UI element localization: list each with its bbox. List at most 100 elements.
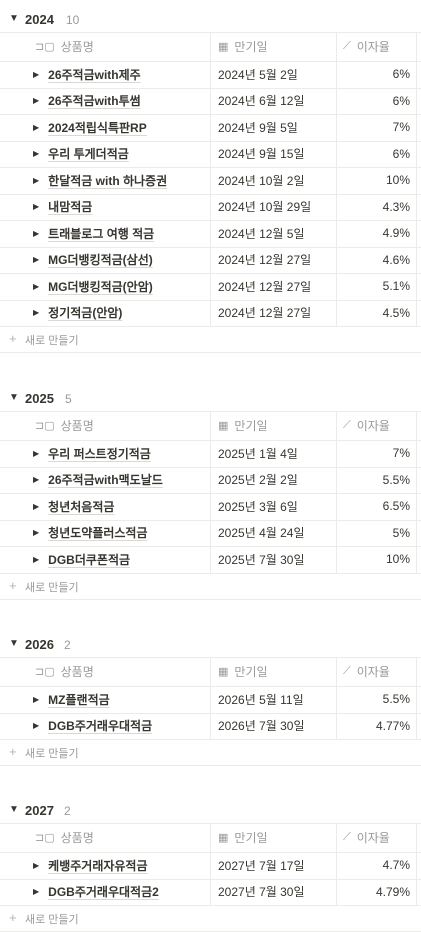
interest-rate-cell[interactable]: 4.77% xyxy=(375,718,410,733)
product-name-cell[interactable]: ▶ MG더뱅킹적금(삼선) xyxy=(33,247,208,273)
product-name[interactable]: 우리 퍼스트정기적금 xyxy=(48,446,151,461)
expand-toggle-icon[interactable]: ▶ xyxy=(33,96,40,105)
product-name-cell[interactable]: ▶ 내맘적금 xyxy=(33,194,208,220)
group-header[interactable]: ▼ 2024 10 xyxy=(0,10,421,32)
collapse-caret-icon[interactable]: ▼ xyxy=(9,392,19,403)
table-row[interactable]: ▶ 내맘적금 2024년 10월 29일 4.3% xyxy=(0,194,421,221)
table-row[interactable]: ▶ 청년처음적금 2025년 3월 6일 6.5% xyxy=(0,493,421,521)
product-name[interactable]: 26주적금with맥도날드 xyxy=(48,473,163,487)
interest-rate-cell[interactable]: 10% xyxy=(385,552,410,566)
new-row-button[interactable]: + 새로 만들기 xyxy=(0,739,421,766)
expand-toggle-icon[interactable]: ▶ xyxy=(33,255,40,264)
maturity-date-cell[interactable]: 2024년 12월 27일 xyxy=(218,279,312,294)
column-header-rate[interactable]: ⟋ 이자율 xyxy=(343,411,390,440)
interest-rate-cell[interactable]: 5% xyxy=(392,525,410,540)
product-name-cell[interactable]: ▶ DGB주거래우대적금 xyxy=(33,713,208,739)
product-name[interactable]: DGB주거래우대적금 xyxy=(48,719,153,733)
interest-rate-cell[interactable]: 4.6% xyxy=(382,252,410,267)
interest-rate-cell[interactable]: 6% xyxy=(392,93,410,108)
product-name-cell[interactable]: ▶ DGB더쿠폰적금 xyxy=(33,546,208,572)
table-row[interactable]: ▶ 26주적금with제주 2024년 5월 2일 6% xyxy=(0,61,421,89)
interest-rate-cell[interactable]: 5.5% xyxy=(382,472,410,487)
maturity-date-cell[interactable]: 2026년 7월 30일 xyxy=(218,719,305,733)
column-header-maturity[interactable]: ▦ 만기일 xyxy=(218,657,268,686)
table-row[interactable]: ▶ 26주적금with투썸 2024년 6월 12일 6% xyxy=(0,88,421,115)
group-header[interactable]: ▼ 2026 2 xyxy=(0,635,421,657)
column-header-name[interactable]: ⊐▢ 상품명 xyxy=(35,657,94,686)
interest-rate-cell[interactable]: 4.3% xyxy=(382,199,410,214)
maturity-date-cell[interactable]: 2025년 4월 24일 xyxy=(218,526,305,540)
table-row[interactable]: ▶ DGB주거래우대적금 2026년 7월 30일 4.77% xyxy=(0,713,421,740)
interest-rate-cell[interactable]: 4.5% xyxy=(382,305,410,320)
expand-toggle-icon[interactable]: ▶ xyxy=(33,554,40,564)
interest-rate-cell[interactable]: 6.5% xyxy=(382,499,410,513)
maturity-date-cell[interactable]: 2024년 10월 2일 xyxy=(218,173,305,188)
product-name[interactable]: 우리 투게더적금 xyxy=(48,147,129,161)
product-name-cell[interactable]: ▶ 케뱅주거래자유적금 xyxy=(33,852,208,878)
interest-rate-cell[interactable]: 5.5% xyxy=(382,692,410,706)
table-row[interactable]: ▶ 정기적금(안암) 2024년 12월 27일 4.5% xyxy=(0,300,421,327)
product-name-cell[interactable]: ▶ MZ플랜적금 xyxy=(33,686,208,712)
column-header-maturity[interactable]: ▦ 만기일 xyxy=(218,411,268,440)
product-name-cell[interactable]: ▶ DGB주거래우대적금2 xyxy=(33,879,208,905)
group-header[interactable]: ▼ 2027 2 xyxy=(0,801,421,823)
product-name-cell[interactable]: ▶ 2024적립식특판RP xyxy=(33,114,208,140)
interest-rate-cell[interactable]: 6% xyxy=(392,67,410,81)
expand-toggle-icon[interactable]: ▶ xyxy=(33,694,40,704)
group-header[interactable]: ▼ 2025 5 xyxy=(0,389,421,411)
product-name-cell[interactable]: ▶ 26주적금with제주 xyxy=(33,61,208,87)
table-row[interactable]: ▶ 우리 투게더적금 2024년 9월 15일 6% xyxy=(0,141,421,168)
product-name[interactable]: MG더뱅킹적금(삼선) xyxy=(48,253,153,267)
expand-toggle-icon[interactable]: ▶ xyxy=(33,448,40,458)
expand-toggle-icon[interactable]: ▶ xyxy=(33,281,40,291)
collapse-caret-icon[interactable]: ▼ xyxy=(9,638,19,649)
maturity-date-cell[interactable]: 2025년 7월 30일 xyxy=(218,552,305,567)
maturity-date-cell[interactable]: 2024년 9월 5일 xyxy=(218,120,298,135)
maturity-date-cell[interactable]: 2025년 3월 6일 xyxy=(218,499,298,514)
product-name[interactable]: 26주적금with투썸 xyxy=(48,94,141,108)
product-name[interactable]: 내맘적금 xyxy=(48,200,93,214)
product-name[interactable]: 26주적금with제주 xyxy=(48,67,141,82)
product-name-cell[interactable]: ▶ 우리 퍼스트정기적금 xyxy=(33,440,208,466)
expand-toggle-icon[interactable]: ▶ xyxy=(33,175,40,185)
product-name[interactable]: 청년도약플러스적금 xyxy=(48,526,148,540)
maturity-date-cell[interactable]: 2026년 5월 11일 xyxy=(218,692,304,707)
column-header-name[interactable]: ⊐▢ 상품명 xyxy=(35,411,94,440)
expand-toggle-icon[interactable]: ▶ xyxy=(33,860,40,870)
product-name[interactable]: 2024적립식특판RP xyxy=(48,120,147,135)
expand-toggle-icon[interactable]: ▶ xyxy=(33,887,40,896)
new-row-button[interactable]: + 새로 만들기 xyxy=(0,326,421,353)
product-name[interactable]: MZ플랜적금 xyxy=(48,692,110,707)
product-name-cell[interactable]: ▶ 정기적금(안암) xyxy=(33,300,208,326)
product-name-cell[interactable]: ▶ MG더뱅킹적금(안암) xyxy=(33,273,208,299)
product-name[interactable]: 한달적금 with 하나증권 xyxy=(48,173,168,188)
maturity-date-cell[interactable]: 2024년 6월 12일 xyxy=(218,94,305,108)
table-row[interactable]: ▶ 2024적립식특판RP 2024년 9월 5일 7% xyxy=(0,114,421,142)
table-row[interactable]: ▶ MG더뱅킹적금(삼선) 2024년 12월 27일 4.6% xyxy=(0,247,421,274)
table-row[interactable]: ▶ DGB더쿠폰적금 2025년 7월 30일 10% xyxy=(0,546,421,574)
column-header-maturity[interactable]: ▦ 만기일 xyxy=(218,823,268,852)
interest-rate-cell[interactable]: 10% xyxy=(385,173,410,187)
maturity-date-cell[interactable]: 2027년 7월 17일 xyxy=(218,858,305,873)
interest-rate-cell[interactable]: 7% xyxy=(392,120,410,134)
maturity-date-cell[interactable]: 2024년 10월 29일 xyxy=(218,200,312,214)
table-row[interactable]: ▶ 한달적금 with 하나증권 2024년 10월 2일 10% xyxy=(0,167,421,195)
column-header-rate[interactable]: ⟋ 이자율 xyxy=(343,32,390,61)
product-name[interactable]: 정기적금(안암) xyxy=(48,306,123,320)
product-name-cell[interactable]: ▶ 트래블로그 여행 적금 xyxy=(33,220,208,246)
expand-toggle-icon[interactable]: ▶ xyxy=(33,308,40,317)
product-name-cell[interactable]: ▶ 청년처음적금 xyxy=(33,493,208,519)
expand-toggle-icon[interactable]: ▶ xyxy=(33,122,40,132)
interest-rate-cell[interactable]: 4.79% xyxy=(375,884,410,899)
column-header-name[interactable]: ⊐▢ 상품명 xyxy=(35,32,94,61)
product-name-cell[interactable]: ▶ 한달적금 with 하나증권 xyxy=(33,167,208,193)
maturity-date-cell[interactable]: 2024년 12월 5일 xyxy=(218,226,305,241)
product-name[interactable]: DGB주거래우대적금2 xyxy=(48,885,159,899)
expand-toggle-icon[interactable]: ▶ xyxy=(33,528,40,537)
collapse-caret-icon[interactable]: ▼ xyxy=(9,804,19,815)
table-row[interactable]: ▶ 청년도약플러스적금 2025년 4월 24일 5% xyxy=(0,520,421,547)
product-name-cell[interactable]: ▶ 26주적금with투썸 xyxy=(33,88,208,114)
interest-rate-cell[interactable]: 4.7% xyxy=(382,858,410,872)
table-row[interactable]: ▶ MZ플랜적금 2026년 5월 11일 5.5% xyxy=(0,686,421,714)
expand-toggle-icon[interactable]: ▶ xyxy=(33,501,40,511)
